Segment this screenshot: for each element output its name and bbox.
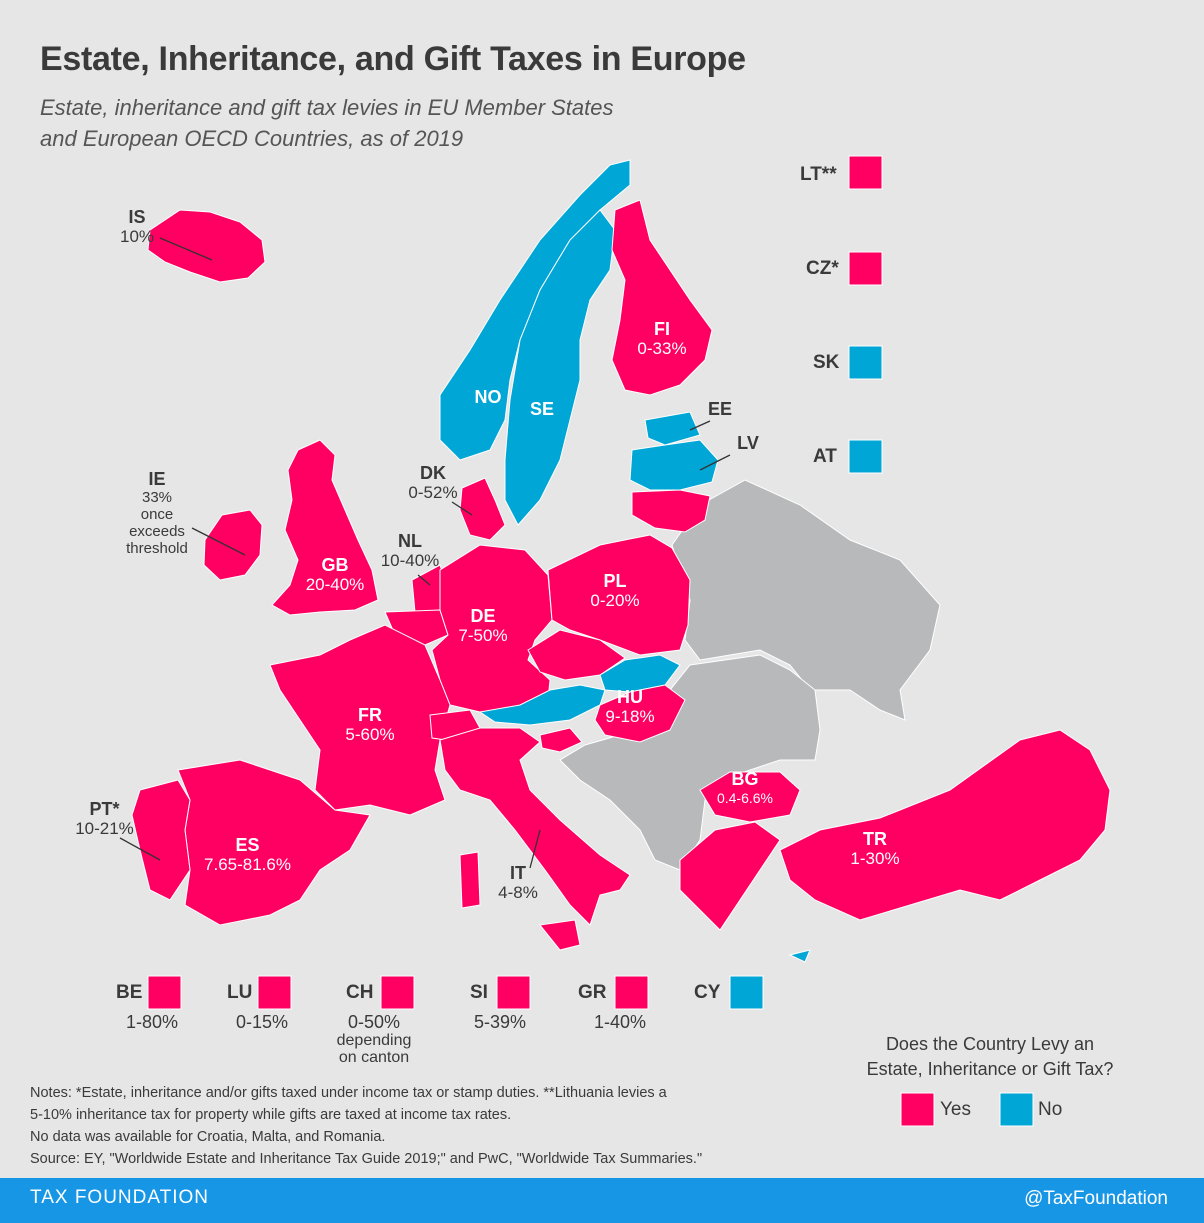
page-subtitle: Estate, inheritance and gift tax levies …	[40, 92, 740, 154]
region-latvia	[629, 439, 719, 491]
inset-code-cz: CZ*	[806, 258, 839, 279]
region-greece	[679, 821, 781, 931]
label-hu: HU 9-18%	[605, 687, 655, 727]
region-slovenia	[539, 727, 583, 753]
label-pl: PL 0-20%	[590, 571, 640, 611]
label-bg: BG 0.4-6.6%	[716, 769, 774, 807]
label-ee: EE	[707, 399, 732, 419]
label-dk: DK 0-52%	[408, 463, 458, 503]
region-hungary	[594, 684, 686, 743]
swatch-cz	[848, 251, 883, 286]
notes: Notes: *Estate, inheritance and/or gifts…	[30, 1082, 820, 1170]
inset-rate-lu: 0-15%	[235, 1012, 289, 1032]
swatch-lu	[257, 975, 292, 1010]
inset-code-lu: LU	[227, 982, 253, 1003]
leader-nl	[417, 574, 431, 586]
leader-ie	[191, 527, 246, 556]
label-se: SE	[529, 399, 554, 419]
inset-code-si: SI	[470, 982, 488, 1003]
notes-line-2: 5-10% inheritance tax for property while…	[30, 1107, 512, 1123]
notes-line-4: Source: EY, "Worldwide Estate and Inheri…	[30, 1151, 703, 1167]
label-es: ES 7.65-81.6%	[204, 835, 291, 875]
legend-title: Does the Country Levy an Estate, Inherit…	[866, 1034, 1114, 1079]
footer-handle: @TaxFoundation	[1024, 1188, 1168, 1209]
region-france	[269, 624, 451, 816]
legend-yes-label: Yes	[940, 1099, 971, 1120]
swatch-ch	[380, 975, 415, 1010]
region-estonia	[644, 411, 701, 446]
label-nl: NL 10-40%	[380, 531, 440, 571]
region-portugal	[131, 779, 191, 901]
region-finland	[611, 199, 713, 396]
swatch-cy	[729, 975, 764, 1010]
label-is: IS 10%	[119, 207, 155, 247]
region-iceland	[147, 209, 266, 283]
region-turkey	[779, 729, 1111, 921]
region-great-britain	[271, 439, 379, 616]
inset-rate-ch: 0-50% depending on canton	[336, 1012, 412, 1066]
swatch-gr	[614, 975, 649, 1010]
region-italy	[439, 727, 631, 926]
label-ie: IE 33% once exceeds threshold	[126, 469, 188, 558]
inset-rate-be: 1-80%	[125, 1012, 179, 1032]
subtitle-line-1: Estate, inheritance and gift tax levies …	[40, 95, 614, 120]
inset-code-cy: CY	[694, 982, 721, 1003]
region-czech	[527, 629, 626, 681]
region-ireland	[203, 509, 263, 581]
legend-swatch-yes	[900, 1092, 935, 1127]
inset-code-be: BE	[116, 982, 143, 1003]
region-bulgaria	[699, 771, 801, 823]
region-nodata-east	[671, 479, 941, 721]
swatch-si	[496, 975, 531, 1010]
leader-ee	[689, 420, 711, 431]
label-pt: PT* 10-21%	[75, 799, 134, 839]
region-sardinia	[459, 851, 481, 909]
leader-lines	[119, 237, 731, 869]
subtitle-line-2: and European OECD Countries, as of 2019	[40, 126, 464, 151]
leader-it	[529, 829, 541, 869]
label-fr: FR 5-60%	[345, 705, 395, 745]
notes-line-1: Notes: *Estate, inheritance and/or gifts…	[30, 1085, 667, 1101]
leader-dk	[451, 501, 473, 516]
leader-pt	[119, 837, 161, 861]
region-denmark	[459, 477, 506, 541]
leader-lv	[699, 454, 731, 471]
swatch-sk	[848, 345, 883, 380]
region-austria	[478, 684, 606, 726]
legend-swatch-no	[999, 1092, 1034, 1127]
footer-brand: TAX FOUNDATION	[30, 1187, 210, 1208]
page-title: Estate, Inheritance, and Gift Taxes in E…	[40, 40, 746, 78]
inset-rate-si: 5-39%	[473, 1012, 527, 1032]
region-slovakia	[599, 654, 681, 693]
inset-rate-gr: 1-40%	[593, 1012, 647, 1032]
label-fi: FI 0-33%	[637, 319, 687, 359]
inset-code-sk: SK	[813, 352, 840, 373]
label-tr: TR 1-30%	[850, 829, 900, 869]
region-sweden	[504, 209, 616, 526]
swatch-lt	[848, 155, 883, 190]
leader-is	[159, 237, 213, 261]
label-it: IT 4-8%	[498, 863, 538, 903]
region-cyprus	[788, 949, 811, 963]
notes-line-3: No data was available for Croatia, Malta…	[30, 1129, 386, 1145]
label-no: NO	[474, 387, 502, 407]
label-gb: GB 20-40%	[305, 555, 365, 595]
inset-code-ch: CH	[346, 982, 374, 1003]
region-norway	[439, 159, 631, 461]
inset-code-at: AT	[813, 446, 837, 467]
swatch-at	[848, 439, 883, 474]
inset-code-lt: LT**	[800, 164, 837, 185]
footer-bar: TAX FOUNDATION @TaxFoundation	[0, 1178, 1204, 1223]
region-sicily	[539, 919, 581, 951]
legend-no-label: No	[1038, 1099, 1063, 1120]
swatch-be	[147, 975, 182, 1010]
inset-code-gr: GR	[578, 982, 607, 1003]
label-lv: LV	[737, 433, 759, 453]
label-de: DE 7-50%	[458, 606, 508, 646]
region-lithuania	[631, 489, 711, 533]
region-poland	[547, 534, 691, 656]
